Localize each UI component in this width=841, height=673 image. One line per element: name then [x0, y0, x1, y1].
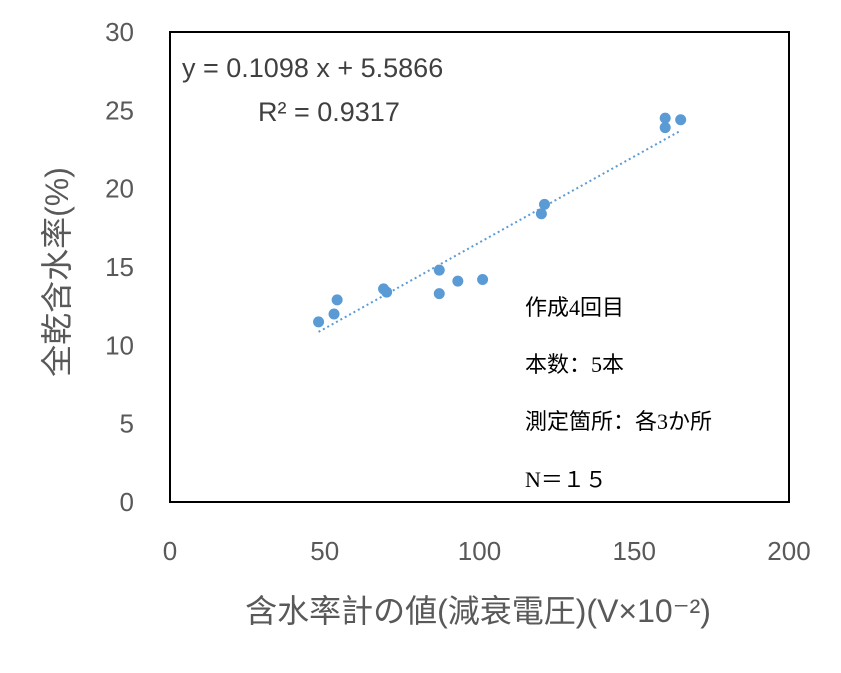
y-tick-label: 5 — [120, 409, 134, 439]
plot-area — [169, 31, 790, 503]
trendline — [318, 129, 682, 333]
y-tick-label: 25 — [105, 95, 134, 125]
data-point — [659, 122, 671, 134]
x-tick-label: 50 — [310, 536, 339, 566]
y-axis-ticks: 0 5 10 15 20 25 30 — [105, 17, 134, 517]
x-axis-ticks: 0 50 100 150 200 — [163, 536, 811, 566]
annotation-measure-points: 測定箇所：各3か所 — [525, 409, 712, 434]
data-point — [313, 316, 325, 328]
y-tick-label: 30 — [105, 17, 134, 47]
trendline-r-squared: R² = 0.9317 — [258, 97, 400, 127]
x-axis-title: 含水率計の値(減衰電圧)(V×10⁻²) — [245, 593, 711, 629]
x-tick-label: 150 — [613, 536, 656, 566]
data-point — [452, 275, 464, 287]
x-tick-label: 100 — [458, 536, 501, 566]
annotation-count: 本数：5本 — [525, 352, 624, 377]
annotation-n: N＝１５ — [525, 467, 607, 492]
annotation-creation-round: 作成4回目 — [525, 295, 624, 320]
y-tick-label: 15 — [105, 252, 134, 282]
x-tick-label: 200 — [767, 536, 810, 566]
trendline-equation: y = 0.1098 x + 5.5866 — [182, 53, 443, 83]
data-point — [535, 208, 547, 220]
data-point — [433, 264, 445, 276]
data-point — [659, 112, 671, 124]
data-point — [381, 286, 393, 298]
data-point — [433, 288, 445, 300]
data-point — [331, 294, 343, 306]
y-tick-label: 20 — [105, 174, 134, 204]
data-point — [328, 308, 340, 320]
y-tick-label: 0 — [120, 487, 134, 517]
data-point — [675, 114, 687, 126]
y-axis-title: 全乾含水率(%) — [39, 167, 75, 377]
data-point — [477, 274, 489, 286]
y-tick-label: 10 — [105, 330, 134, 360]
data-points — [313, 112, 687, 328]
data-point — [538, 198, 550, 210]
x-tick-label: 0 — [163, 536, 177, 566]
